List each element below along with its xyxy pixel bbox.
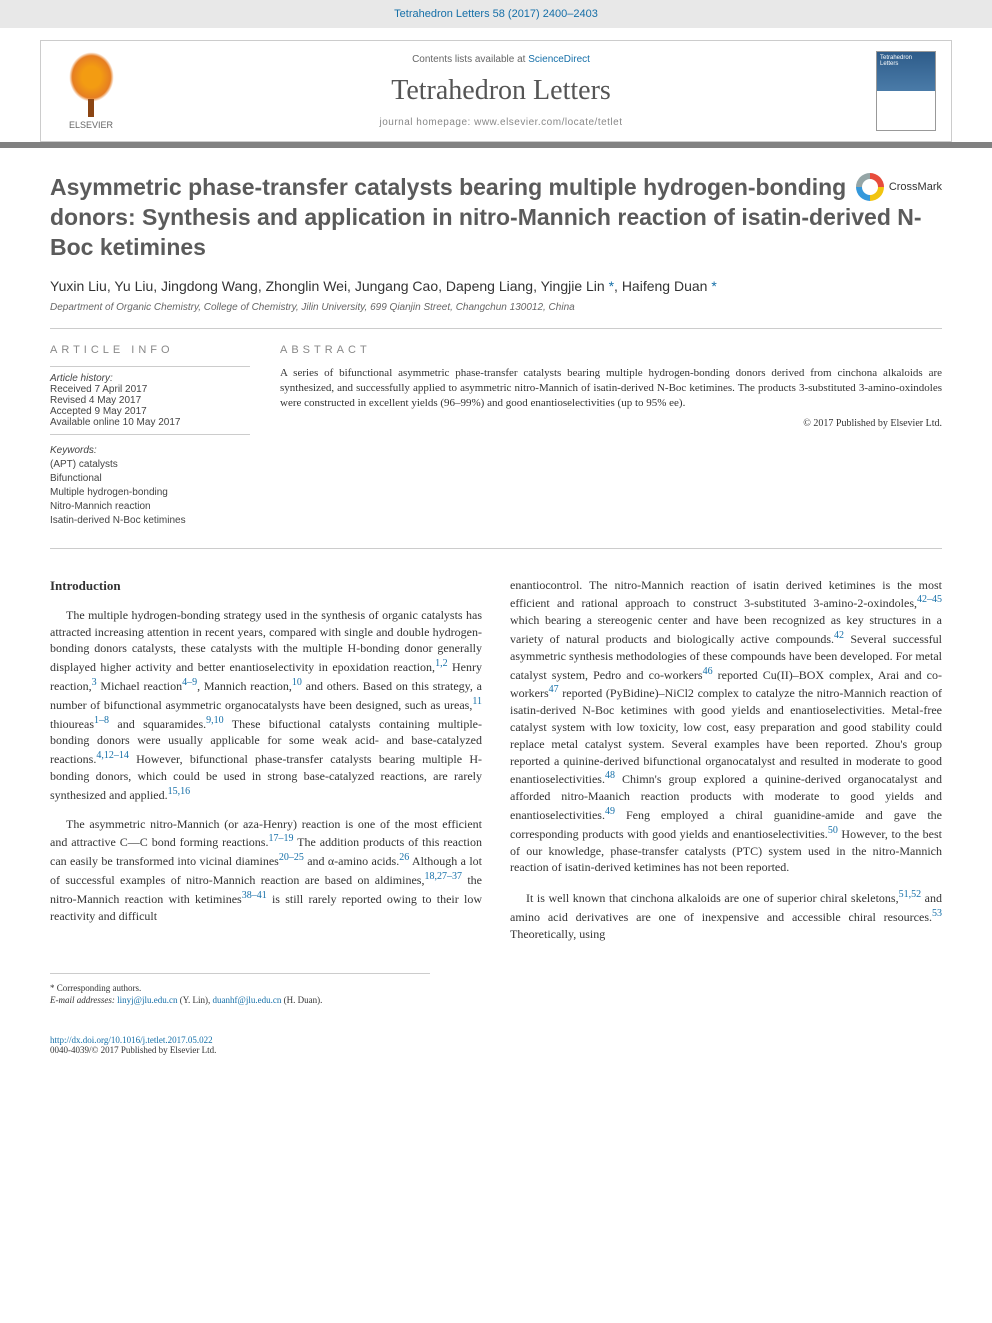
homepage-link[interactable]: www.elsevier.com/locate/tetlet bbox=[474, 117, 622, 128]
accepted-date: Accepted 9 May 2017 bbox=[50, 406, 147, 417]
author-list: Yuxin Liu, Yu Liu, Jingdong Wang, Zhongl… bbox=[50, 278, 942, 294]
doi-link[interactable]: http://dx.doi.org/10.1016/j.tetlet.2017.… bbox=[50, 1035, 213, 1045]
doi-footer: http://dx.doi.org/10.1016/j.tetlet.2017.… bbox=[0, 1035, 992, 1075]
authors-text-2: , Haifeng Duan bbox=[614, 278, 707, 294]
left-column: Introduction The multiple hydrogen-bondi… bbox=[50, 577, 482, 955]
email-label: E-mail addresses: bbox=[50, 995, 117, 1005]
ref-link[interactable]: 26 bbox=[399, 852, 409, 863]
email-link[interactable]: duanhf@jlu.edu.cn bbox=[213, 995, 282, 1005]
ref-link[interactable]: 11 bbox=[472, 696, 482, 707]
crossmark-icon bbox=[856, 173, 884, 201]
elsevier-label: ELSEVIER bbox=[69, 120, 113, 130]
email-link[interactable]: linyj@jlu.edu.cn bbox=[117, 995, 177, 1005]
article-header: CrossMark Asymmetric phase-transfer cata… bbox=[0, 142, 992, 559]
received-date: Received 7 April 2017 bbox=[50, 384, 147, 395]
ref-link[interactable]: 42 bbox=[834, 630, 844, 641]
abstract-heading: ABSTRACT bbox=[280, 344, 942, 356]
right-column: enantiocontrol. The nitro-Mannich reacti… bbox=[510, 577, 942, 955]
ref-link[interactable]: 4,12–14 bbox=[96, 750, 129, 761]
footer-area: * Corresponding authors. E-mail addresse… bbox=[50, 973, 430, 1027]
abstract-copyright: © 2017 Published by Elsevier Ltd. bbox=[280, 418, 942, 429]
contents-line: Contents lists available at ScienceDirec… bbox=[126, 54, 876, 65]
keywords-box: Keywords: (APT) catalysts Bifunctional M… bbox=[50, 445, 250, 528]
abstract-column: ABSTRACT A series of bifunctional asymme… bbox=[280, 344, 942, 528]
issn-copyright: 0040-4039/© 2017 Published by Elsevier L… bbox=[50, 1045, 216, 1055]
paragraph: The asymmetric nitro-Mannich (or aza-Hen… bbox=[50, 816, 482, 925]
contents-prefix: Contents lists available at bbox=[412, 54, 528, 65]
journal-ref-text: Tetrahedron Letters 58 (2017) 2400–2403 bbox=[394, 8, 598, 20]
keyword: Multiple hydrogen-bonding bbox=[50, 486, 250, 500]
article-info-column: ARTICLE INFO Article history: Received 7… bbox=[50, 344, 250, 528]
ref-link[interactable]: 50 bbox=[828, 825, 838, 836]
ref-link[interactable]: 1,2 bbox=[435, 658, 448, 669]
journal-reference-bar: Tetrahedron Letters 58 (2017) 2400–2403 bbox=[0, 0, 992, 28]
ref-link[interactable]: 18,27–37 bbox=[424, 871, 462, 882]
ref-link[interactable]: 53 bbox=[932, 908, 942, 919]
ref-link[interactable]: 4–9 bbox=[182, 677, 197, 688]
journal-header: ELSEVIER Contents lists available at Sci… bbox=[40, 40, 952, 142]
ref-link[interactable]: 38–41 bbox=[242, 890, 267, 901]
corr-marker-2[interactable]: * bbox=[707, 278, 716, 294]
homepage-prefix: journal homepage: bbox=[379, 117, 474, 128]
ref-link[interactable]: 51,52 bbox=[899, 889, 922, 900]
paragraph: enantiocontrol. The nitro-Mannich reacti… bbox=[510, 577, 942, 877]
crossmark-badge[interactable]: CrossMark bbox=[856, 173, 942, 201]
paragraph: The multiple hydrogen-bonding strategy u… bbox=[50, 607, 482, 804]
corr-marker[interactable]: * bbox=[605, 278, 614, 294]
corresponding-authors: * Corresponding authors. E-mail addresse… bbox=[50, 982, 430, 1007]
doi-line: http://dx.doi.org/10.1016/j.tetlet.2017.… bbox=[50, 1035, 942, 1055]
keyword: Bifunctional bbox=[50, 472, 250, 486]
keyword: Isatin-derived N-Boc ketimines bbox=[50, 514, 250, 528]
authors-text: Yuxin Liu, Yu Liu, Jingdong Wang, Zhongl… bbox=[50, 278, 605, 294]
crossmark-label: CrossMark bbox=[889, 181, 942, 193]
article-title: Asymmetric phase-transfer catalysts bear… bbox=[50, 173, 942, 263]
elsevier-tree-icon bbox=[69, 52, 114, 102]
info-abstract-row: ARTICLE INFO Article history: Received 7… bbox=[50, 344, 942, 549]
keyword: (APT) catalysts bbox=[50, 458, 250, 472]
keywords-label: Keywords: bbox=[50, 445, 250, 456]
online-date: Available online 10 May 2017 bbox=[50, 417, 180, 428]
article-history: Article history: Received 7 April 2017 R… bbox=[50, 366, 250, 435]
elsevier-logo[interactable]: ELSEVIER bbox=[56, 51, 126, 131]
ref-link[interactable]: 1–8 bbox=[94, 715, 109, 726]
ref-link[interactable]: 47 bbox=[549, 684, 559, 695]
ref-link[interactable]: 48 bbox=[605, 770, 615, 781]
affiliation: Department of Organic Chemistry, College… bbox=[50, 302, 942, 329]
revised-date: Revised 4 May 2017 bbox=[50, 395, 141, 406]
history-label: Article history: bbox=[50, 373, 113, 384]
info-heading: ARTICLE INFO bbox=[50, 344, 250, 356]
ref-link[interactable]: 20–25 bbox=[279, 852, 304, 863]
ref-link[interactable]: 42–45 bbox=[917, 594, 942, 605]
ref-link[interactable]: 10 bbox=[292, 677, 302, 688]
intro-heading: Introduction bbox=[50, 577, 482, 595]
abstract-text: A series of bifunctional asymmetric phas… bbox=[280, 366, 942, 412]
ref-link[interactable]: 49 bbox=[605, 806, 615, 817]
ref-link[interactable]: 15,16 bbox=[168, 786, 191, 797]
keyword: Nitro-Mannich reaction bbox=[50, 500, 250, 514]
header-center: Contents lists available at ScienceDirec… bbox=[126, 54, 876, 128]
ref-link[interactable]: 9,10 bbox=[206, 715, 224, 726]
journal-cover-thumbnail[interactable] bbox=[876, 51, 936, 131]
ref-link[interactable]: 46 bbox=[703, 666, 713, 677]
corr-authors-label: * Corresponding authors. bbox=[50, 983, 141, 993]
journal-name: Tetrahedron Letters bbox=[126, 75, 876, 107]
body-two-columns: Introduction The multiple hydrogen-bondi… bbox=[0, 559, 992, 973]
sciencedirect-link[interactable]: ScienceDirect bbox=[528, 54, 590, 65]
ref-link[interactable]: 17–19 bbox=[268, 833, 293, 844]
homepage-line: journal homepage: www.elsevier.com/locat… bbox=[126, 117, 876, 128]
paragraph: It is well known that cinchona alkaloids… bbox=[510, 888, 942, 942]
